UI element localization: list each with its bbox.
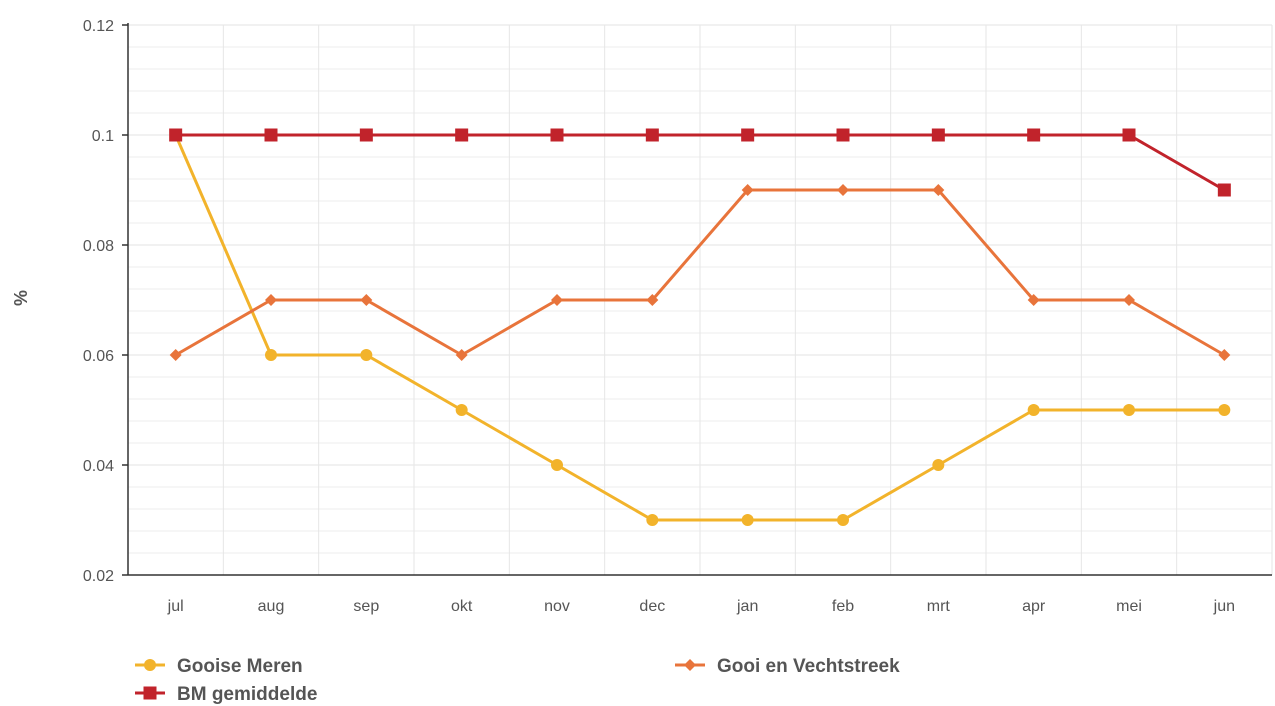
series-3 bbox=[169, 128, 1231, 197]
data-point bbox=[1123, 404, 1135, 416]
data-point bbox=[931, 128, 945, 142]
data-point bbox=[932, 459, 945, 471]
y-tick-label: 0.02 bbox=[83, 568, 114, 585]
data-point bbox=[741, 184, 754, 196]
legend-label: Gooise Meren bbox=[177, 656, 303, 677]
y-tick-label: 0.06 bbox=[83, 348, 114, 365]
legend-item: Gooise Meren bbox=[135, 656, 303, 677]
data-point bbox=[1027, 294, 1040, 306]
series-1 bbox=[169, 129, 1231, 526]
data-point bbox=[836, 128, 850, 142]
series-line bbox=[174, 134, 1225, 522]
data-point bbox=[1027, 404, 1040, 416]
x-tick-label: feb bbox=[832, 598, 854, 615]
data-point bbox=[932, 184, 945, 196]
data-point bbox=[1122, 128, 1136, 142]
x-tick-label: mei bbox=[1116, 598, 1142, 615]
y-axis-label: % bbox=[11, 290, 31, 306]
series-2 bbox=[169, 184, 1231, 361]
axes bbox=[122, 23, 1272, 576]
data-point bbox=[360, 294, 373, 306]
data-point bbox=[265, 294, 277, 306]
x-tick-labels: jul aug sep okt nov dec jan feb mrt apr mei jun bbox=[167, 598, 1235, 615]
data-point bbox=[1027, 128, 1041, 142]
y-tick-label: 0.08 bbox=[83, 238, 114, 255]
y-tick-labels: 0.02 0.04 0.06 0.08 0.1 0.12 bbox=[83, 18, 114, 585]
legend-item: Gooi en Vechtstreek bbox=[675, 656, 900, 677]
data-point bbox=[1123, 294, 1135, 306]
series-layer bbox=[169, 128, 1231, 526]
data-point bbox=[265, 349, 277, 361]
data-point bbox=[741, 128, 755, 142]
y-tick-label: 0.04 bbox=[83, 458, 114, 475]
legend-label: BM gemiddelde bbox=[177, 684, 317, 705]
legend-label: Gooi en Vechtstreek bbox=[717, 656, 900, 677]
x-tick-label: jan bbox=[736, 598, 758, 615]
data-point bbox=[169, 349, 182, 361]
x-tick-label: nov bbox=[544, 598, 570, 615]
data-point bbox=[550, 128, 564, 142]
data-point bbox=[169, 128, 183, 142]
x-tick-label: jul bbox=[167, 598, 184, 615]
data-point bbox=[645, 128, 659, 142]
x-tick-label: dec bbox=[639, 598, 665, 615]
data-point bbox=[359, 128, 373, 142]
series-line bbox=[174, 188, 1226, 357]
y-tick-label: 0.12 bbox=[83, 18, 114, 35]
data-point bbox=[551, 459, 563, 471]
data-point bbox=[455, 349, 468, 361]
x-tick-label: sep bbox=[353, 598, 379, 615]
legend: Gooise Meren Gooi en Vechtstreek BM gemidd… bbox=[135, 656, 900, 705]
legend-marker bbox=[144, 659, 156, 671]
data-point bbox=[646, 294, 659, 306]
series-line bbox=[175, 133, 1226, 192]
data-point bbox=[1218, 349, 1231, 361]
data-point bbox=[455, 128, 469, 142]
x-tick-label: jun bbox=[1213, 598, 1235, 615]
legend-marker bbox=[143, 686, 157, 700]
data-point bbox=[646, 514, 659, 526]
data-point bbox=[551, 294, 563, 306]
x-tick-label: apr bbox=[1022, 598, 1046, 615]
data-point bbox=[837, 184, 849, 196]
data-point bbox=[741, 514, 754, 526]
data-point bbox=[1217, 183, 1231, 197]
data-point bbox=[837, 514, 849, 526]
legend-marker bbox=[684, 659, 696, 671]
y-tick-label: 0.1 bbox=[92, 128, 114, 145]
x-tick-label: okt bbox=[451, 598, 473, 615]
data-point bbox=[360, 349, 373, 361]
data-point bbox=[1218, 404, 1231, 416]
legend-item: BM gemiddelde bbox=[135, 684, 317, 705]
x-tick-label: aug bbox=[258, 598, 285, 615]
x-tick-label: mrt bbox=[927, 598, 951, 615]
data-point bbox=[455, 404, 468, 416]
data-point bbox=[264, 128, 278, 142]
